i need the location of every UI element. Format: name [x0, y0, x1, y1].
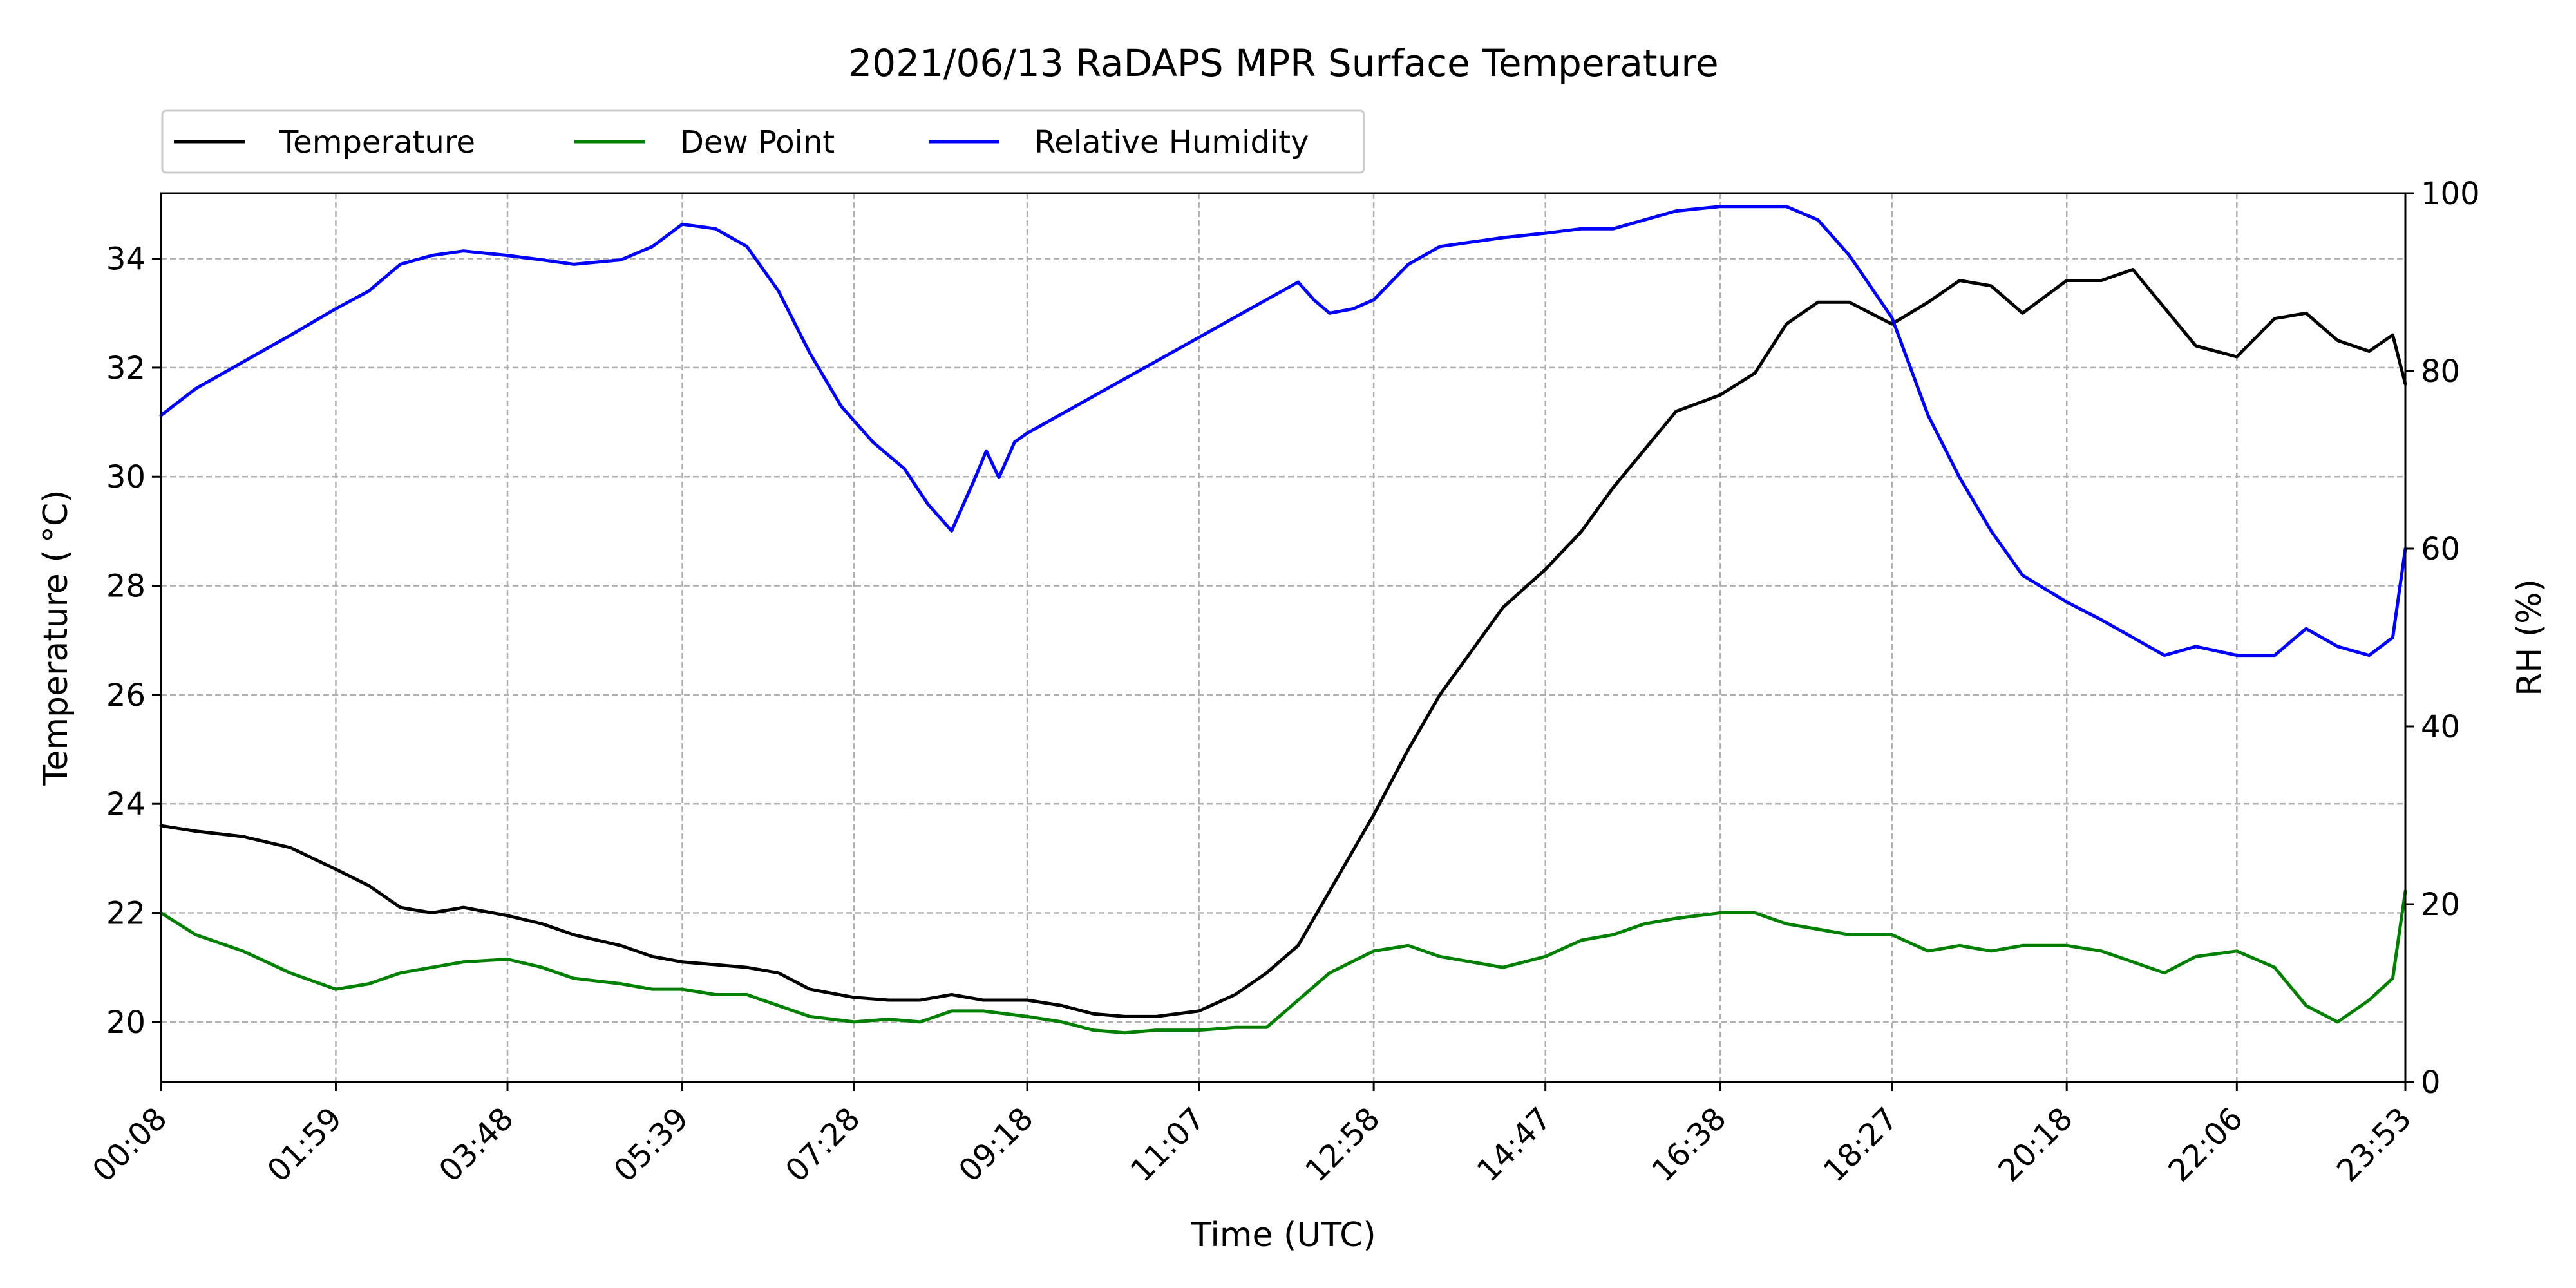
y-tick-label: 28 [106, 569, 146, 605]
y-right-tick-label: 100 [2421, 176, 2480, 212]
y-axis-left: 20 22 24 26 28 30 32 34 [106, 242, 161, 1041]
y-tick-label: 24 [106, 786, 146, 822]
y-right-tick-label: 40 [2421, 709, 2460, 745]
y-tick-label: 20 [106, 1005, 146, 1041]
x-tick-label: 03:48 [432, 1101, 520, 1189]
chart-title: 2021/06/13 RaDAPS MPR Surface Temperatur… [848, 41, 1718, 85]
x-tick-label: 07:28 [779, 1101, 867, 1189]
grid-lines [160, 193, 2407, 1082]
x-tick-label: 23:53 [2330, 1101, 2418, 1189]
legend-label: Dew Point [680, 124, 835, 160]
x-tick-label: 05:39 [607, 1101, 696, 1189]
x-tick-label: 00:08 [86, 1101, 174, 1189]
x-tick-label: 12:58 [1298, 1101, 1387, 1189]
x-tick-label: 09:18 [952, 1101, 1040, 1189]
x-axis: 00:08 01:59 03:48 05:39 07:28 09:18 11:07 12:58… [86, 1082, 2418, 1189]
x-tick-label: 18:27 [1817, 1101, 1905, 1189]
relative-humidity-line [159, 205, 2407, 658]
plot-area-frame [160, 192, 2407, 1083]
y-tick-label: 32 [106, 350, 146, 386]
x-tick-label: 22:06 [2161, 1101, 2249, 1189]
y-axis-label: Temperature ( °C) [37, 489, 75, 786]
y-right-tick-label: 0 [2421, 1065, 2441, 1101]
y-axis-right: 0 20 40 60 80 100 [2405, 176, 2480, 1101]
y-right-tick-label: 20 [2421, 887, 2460, 923]
y-right-tick-label: 80 [2421, 354, 2460, 390]
dew-point-line [159, 889, 2407, 1035]
x-tick-label: 01:59 [261, 1101, 349, 1189]
y-tick-label: 34 [106, 242, 146, 278]
y-tick-label: 22 [106, 896, 146, 932]
legend-label: Relative Humidity [1034, 124, 1309, 160]
y-axis-right-label: RH (%) [2510, 579, 2549, 696]
y-tick-label: 26 [106, 677, 146, 714]
legend-label: Temperature [279, 124, 475, 160]
series-layer [159, 205, 2407, 1035]
y-right-tick-label: 60 [2421, 531, 2460, 567]
x-tick-label: 14:47 [1470, 1101, 1558, 1189]
x-axis-label: Time (UTC) [1190, 1216, 1376, 1255]
x-tick-label: 11:07 [1124, 1101, 1212, 1189]
legend: Temperature Dew Point Relative Humidity [161, 109, 1365, 174]
legend-box [161, 109, 1365, 174]
temperature-line [159, 268, 2407, 1018]
y-tick-label: 30 [106, 459, 146, 495]
x-tick-label: 20:18 [1991, 1101, 2079, 1189]
x-tick-label: 16:38 [1645, 1101, 1733, 1189]
